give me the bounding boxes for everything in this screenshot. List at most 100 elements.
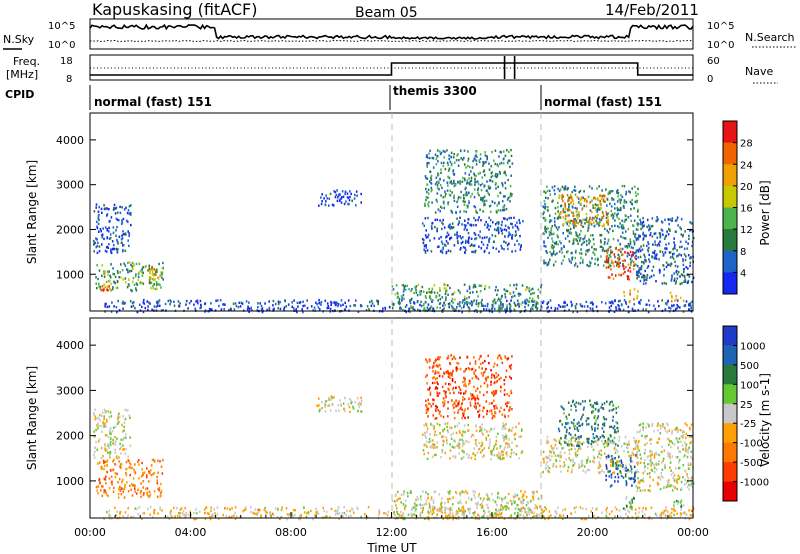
power-cell — [121, 206, 123, 209]
power-cell — [611, 225, 613, 228]
power-cell — [568, 308, 570, 312]
power-cell — [691, 244, 693, 248]
power-cell — [483, 169, 486, 172]
power-cell — [501, 208, 504, 212]
power-cell — [503, 206, 505, 209]
velocity-cell — [148, 495, 151, 498]
power-cell — [149, 302, 151, 305]
station-title: Kapuskasing (fitACF) — [92, 0, 257, 19]
velocity-cell — [449, 515, 451, 518]
power-cell — [608, 306, 611, 309]
power-cell — [658, 269, 661, 272]
power-cell — [580, 196, 583, 199]
power-cell — [574, 206, 577, 210]
velocity-cell — [459, 388, 462, 392]
velocity-cell — [342, 402, 345, 405]
power-cell — [597, 207, 600, 210]
velocity-cell — [533, 514, 535, 518]
power-cell — [439, 219, 441, 222]
power-cell — [575, 221, 577, 224]
power-cell — [120, 263, 122, 266]
velocity-cell — [575, 455, 578, 458]
power-cell — [562, 207, 565, 211]
power-cell — [316, 303, 318, 306]
velocity-cell — [430, 423, 432, 426]
power-cell — [440, 249, 443, 253]
power-cell — [625, 190, 628, 194]
power-cell — [170, 300, 172, 303]
power-cell — [474, 237, 476, 241]
velocity-cell — [462, 442, 464, 445]
velocity-cell — [492, 415, 494, 418]
power-cell — [457, 302, 459, 306]
power-cell — [594, 197, 597, 201]
velocity-cell — [427, 517, 429, 520]
velocity-cell — [595, 440, 597, 443]
velocity-cell — [394, 500, 396, 503]
power-cell — [627, 227, 630, 231]
power-cell — [153, 283, 155, 286]
velocity-cell — [562, 446, 565, 450]
power-cell — [324, 299, 327, 302]
velocity-cell — [93, 453, 95, 456]
power-cell — [452, 169, 455, 172]
power-cell — [691, 300, 693, 303]
velocity-cell — [483, 447, 485, 450]
velocity-cell — [552, 449, 555, 452]
power-cell — [619, 243, 621, 246]
velocity-cell — [634, 447, 637, 450]
velocity-cell — [419, 503, 421, 506]
power-cell — [607, 231, 610, 234]
velocity-cell — [324, 410, 327, 413]
velocity-cell — [506, 404, 508, 408]
power-cell — [689, 264, 691, 267]
power-cell — [578, 214, 580, 218]
velocity-cell — [422, 506, 425, 510]
velocity-cell — [115, 514, 117, 517]
velocity-cell — [410, 512, 413, 516]
velocity-cell — [438, 423, 441, 427]
power-cell — [674, 299, 676, 302]
power-cell — [427, 290, 430, 294]
power-cell — [576, 310, 579, 313]
velocity-cell — [467, 440, 470, 444]
power-cell — [571, 211, 573, 214]
power-cell — [564, 187, 567, 190]
velocity-cell — [317, 512, 320, 515]
power-cell — [346, 192, 349, 195]
power-cell — [568, 214, 570, 217]
power-cell — [481, 303, 483, 306]
power-cell — [679, 282, 682, 286]
power-cell — [224, 303, 226, 306]
power-cell — [447, 233, 450, 237]
velocity-cell — [428, 503, 431, 506]
power-cell — [689, 221, 691, 224]
power-cell — [157, 301, 160, 304]
power-cell — [640, 245, 642, 248]
power-cell — [454, 298, 456, 301]
power-cell — [310, 305, 313, 308]
power-cell — [463, 299, 466, 302]
power-cell — [451, 191, 453, 194]
velocity-cell — [169, 511, 172, 514]
velocity-cell — [253, 512, 256, 515]
power-cell — [434, 183, 437, 186]
power-cell — [596, 197, 599, 200]
power-cell — [606, 254, 608, 258]
velocity-cell — [441, 497, 443, 500]
power-cell — [95, 206, 97, 209]
power-cell — [318, 298, 320, 302]
velocity-cell — [688, 509, 690, 512]
velocity-cell — [444, 382, 447, 385]
power-cell — [540, 307, 543, 310]
velocity-cell — [555, 465, 558, 468]
power-cell — [431, 227, 433, 230]
power-cell — [615, 308, 618, 312]
power-cell — [293, 299, 295, 302]
power-cell — [101, 243, 103, 246]
velocity-cell — [455, 513, 457, 516]
velocity-cell — [452, 369, 454, 373]
power-cell — [484, 284, 487, 288]
power-cell — [495, 187, 497, 190]
power-cell — [466, 179, 469, 182]
